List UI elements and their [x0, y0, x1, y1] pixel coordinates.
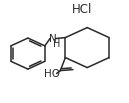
Text: HCl: HCl	[72, 3, 92, 16]
Text: HO: HO	[44, 69, 60, 79]
Text: H: H	[53, 39, 60, 49]
Text: N: N	[49, 34, 57, 44]
